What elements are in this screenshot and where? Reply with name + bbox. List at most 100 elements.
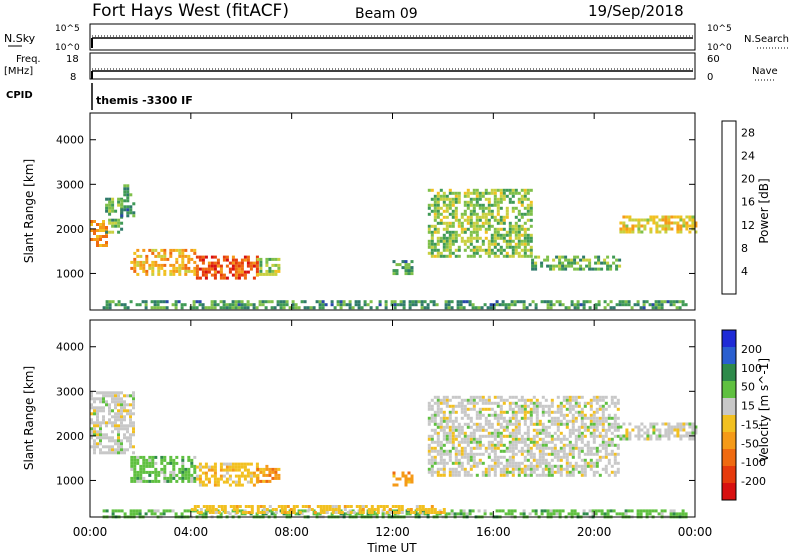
power-cell (517, 233, 521, 237)
power-cell (99, 226, 102, 229)
velocity-cell (219, 477, 223, 481)
velocity-cell (496, 413, 500, 417)
velocity-cell (187, 476, 191, 480)
power-cell (478, 197, 482, 201)
velocity-cell (454, 470, 458, 474)
velocity-cell (190, 508, 194, 511)
velocity-cell (404, 477, 408, 481)
velocity-cell (535, 434, 539, 438)
colorbar-segment (722, 415, 736, 433)
power-cell (190, 257, 194, 261)
colorbar-segment (722, 398, 736, 416)
velocity-cell (535, 422, 539, 426)
velocity-cell (601, 425, 605, 429)
velocity-cell (397, 505, 401, 508)
velocity-cell (277, 473, 281, 477)
velocity-cell (129, 421, 132, 425)
velocity-cell (111, 451, 114, 455)
velocity-cell (499, 413, 503, 417)
velocity-cell (244, 511, 248, 514)
velocity-cell (613, 473, 617, 477)
velocity-cell (550, 416, 554, 420)
power-cell (655, 227, 659, 231)
power-cell (474, 306, 478, 310)
power-cell (508, 230, 512, 234)
power-cell (445, 242, 449, 246)
power-cell (558, 303, 562, 307)
velocity-cell (484, 467, 488, 471)
time-tick-label: 12:00 (375, 525, 410, 539)
velocity-cell (549, 509, 553, 513)
velocity-cell (117, 448, 120, 452)
velocity-cell (451, 443, 455, 447)
power-cell (526, 188, 530, 192)
velocity-cell (684, 512, 688, 516)
power-cell (463, 203, 467, 207)
velocity-cell (439, 425, 443, 429)
velocity-cell (637, 425, 641, 429)
power-cell (442, 248, 446, 252)
velocity-cell (487, 440, 491, 444)
power-cell (423, 300, 427, 304)
power-cell (597, 303, 601, 307)
power-cell (279, 300, 283, 304)
power-cell (517, 200, 521, 204)
power-cell (463, 248, 467, 252)
power-cell (472, 197, 476, 201)
velocity-cell (526, 425, 530, 429)
velocity-cell (457, 401, 461, 405)
power-cell (267, 300, 271, 304)
power-cell (204, 267, 208, 271)
velocity-cell (514, 422, 518, 426)
power-cell (228, 261, 232, 265)
velocity-cell (172, 467, 176, 471)
power-cell (126, 196, 130, 200)
power-cell (114, 221, 118, 225)
power-cell (526, 233, 530, 237)
power-cell (472, 254, 476, 258)
power-cell (624, 300, 628, 304)
power-cell (567, 258, 571, 262)
power-cell (466, 203, 470, 207)
velocity-cell (108, 409, 111, 413)
velocity-cell (163, 458, 167, 462)
velocity-cell (120, 412, 123, 416)
velocity-cell (436, 401, 440, 405)
power-cell (433, 212, 437, 216)
power-cell (117, 224, 121, 228)
velocity-cell (390, 509, 394, 513)
velocity-cell (120, 421, 123, 425)
velocity-cell (565, 395, 569, 399)
velocity-cell (442, 452, 446, 456)
power-cell (622, 215, 626, 219)
power-cell (204, 255, 208, 259)
velocity-cell (211, 508, 215, 511)
power-cell (345, 303, 349, 307)
velocity-cell (301, 505, 305, 508)
velocity-cell (231, 462, 235, 466)
power-cell (133, 257, 137, 261)
power-cell (279, 303, 283, 307)
velocity-cell (445, 461, 449, 465)
power-cell (436, 191, 440, 195)
velocity-cell (249, 474, 253, 478)
velocity-cell (546, 509, 550, 513)
velocity-cell (216, 509, 220, 513)
velocity-cell (196, 505, 200, 508)
power-cell (318, 306, 322, 310)
velocity-cell (538, 455, 542, 459)
velocity-cell (664, 428, 668, 432)
velocity-cell (616, 401, 620, 405)
power-cell (654, 300, 658, 304)
power-cell (649, 218, 653, 222)
velocity-cell (529, 401, 533, 405)
power-cell (157, 263, 161, 267)
power-cell (330, 303, 334, 307)
power-cell (649, 227, 653, 231)
power-cell (511, 251, 515, 255)
velocity-cell (460, 437, 464, 441)
velocity-cell (550, 473, 554, 477)
velocity-cell (154, 473, 158, 477)
velocity-cell (571, 419, 575, 423)
